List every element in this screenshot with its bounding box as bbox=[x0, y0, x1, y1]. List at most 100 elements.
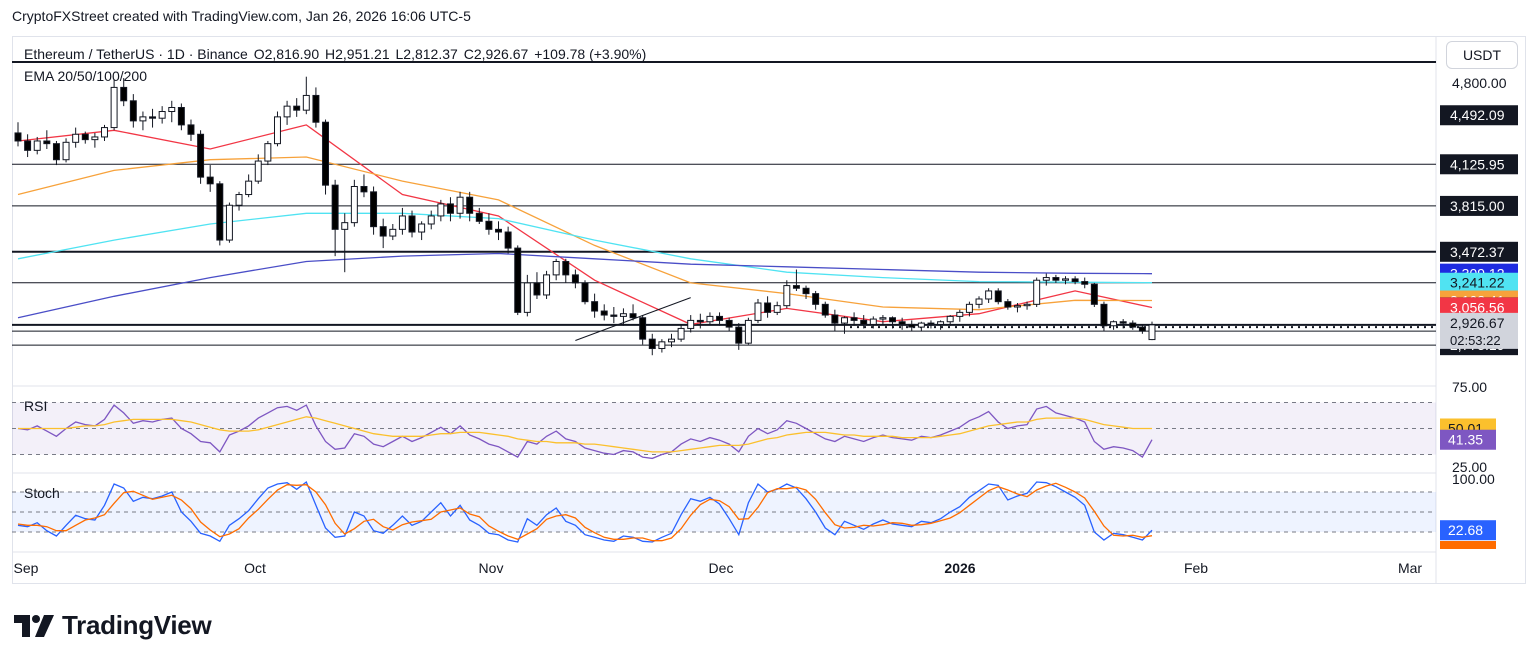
candle-body bbox=[206, 176, 214, 185]
candle-body bbox=[466, 196, 474, 214]
candle-body bbox=[293, 105, 301, 111]
candle-body bbox=[1110, 321, 1118, 327]
candle-body bbox=[110, 86, 118, 129]
candle-body bbox=[264, 143, 272, 162]
tradingview-logo-icon bbox=[14, 614, 54, 637]
candle-body bbox=[879, 317, 887, 320]
candle-body bbox=[965, 303, 973, 313]
candle-body bbox=[225, 204, 233, 241]
stoch-series-line bbox=[17, 480, 1153, 543]
ema-line bbox=[17, 156, 1153, 311]
candle-body bbox=[437, 203, 445, 217]
time-axis-label: Oct bbox=[244, 560, 266, 576]
price-label-bg bbox=[1440, 297, 1518, 318]
candle-body bbox=[831, 314, 839, 324]
candle-body bbox=[360, 185, 368, 193]
time-axis-label: Sep bbox=[14, 560, 39, 576]
candle-body bbox=[533, 282, 541, 296]
stoch-d-value-bg bbox=[1440, 541, 1496, 549]
candle-body bbox=[322, 121, 330, 186]
price-label: 3,472.37 bbox=[1440, 241, 1518, 262]
price-label: 4,492.09 bbox=[1440, 105, 1518, 126]
candle-body bbox=[52, 143, 60, 161]
candle-body bbox=[619, 313, 627, 317]
candle-body bbox=[744, 319, 752, 344]
price-label: 3,056.56 bbox=[1440, 297, 1518, 318]
currency-button[interactable]: USDT bbox=[1446, 41, 1518, 69]
price-label-bg bbox=[1440, 105, 1518, 126]
candle-body bbox=[33, 140, 41, 151]
candle-body bbox=[821, 303, 829, 316]
legend-high: H2,951.21 bbox=[325, 46, 390, 62]
price-label-bg bbox=[1440, 154, 1518, 175]
candle-body bbox=[773, 305, 781, 313]
time-axis-label: Dec bbox=[709, 560, 734, 576]
candle-body bbox=[840, 317, 848, 324]
candle-body bbox=[129, 100, 137, 122]
candle-body bbox=[101, 127, 108, 138]
price-label-text: 4,492.09 bbox=[1450, 107, 1505, 123]
tradingview-logo-text: TradingView bbox=[62, 610, 212, 640]
candle-body bbox=[658, 341, 666, 350]
candle-body bbox=[91, 136, 99, 141]
candle-body bbox=[610, 314, 618, 317]
candle-body bbox=[504, 231, 512, 249]
candle-body bbox=[1013, 305, 1021, 308]
rsi-tick-top: 75.00 bbox=[1452, 379, 1487, 395]
time-axis-label: 2026 bbox=[944, 560, 975, 576]
candle-body bbox=[72, 133, 80, 143]
candle-body bbox=[14, 132, 22, 142]
candle-body bbox=[523, 282, 531, 313]
price-label: 3,241.22 bbox=[1440, 272, 1518, 293]
candle-body bbox=[735, 326, 743, 344]
price-label-text: 3,472.37 bbox=[1450, 244, 1505, 260]
candle-body bbox=[331, 184, 339, 230]
candle-body bbox=[254, 160, 262, 182]
stoch-legend[interactable]: Stoch bbox=[24, 485, 60, 501]
candle-body bbox=[956, 311, 964, 317]
current-price-text: 2,926.67 bbox=[1450, 315, 1505, 331]
candle-body bbox=[600, 310, 608, 316]
candle-body bbox=[898, 321, 906, 325]
symbol-name[interactable]: Ethereum / TetherUS · 1D · Binance bbox=[24, 46, 248, 62]
candle-body bbox=[985, 290, 993, 300]
time-axis-label: Mar bbox=[1398, 560, 1422, 576]
legend-open: O2,816.90 bbox=[253, 46, 320, 62]
candle-body bbox=[177, 106, 185, 126]
candle-body bbox=[245, 180, 253, 196]
price-label-bg bbox=[1440, 241, 1518, 262]
ema-legend[interactable]: EMA 20/50/100/200 bbox=[24, 68, 147, 84]
candle-body bbox=[149, 116, 157, 119]
candle-body bbox=[716, 315, 724, 321]
symbol-legend: Ethereum / TetherUS · 1D · Binance O2,81… bbox=[24, 46, 648, 62]
countdown-text: 02:53:22 bbox=[1450, 333, 1501, 348]
candle-body bbox=[273, 116, 281, 145]
candle-body bbox=[1071, 278, 1079, 283]
candle-body bbox=[1033, 279, 1041, 305]
tradingview-logo[interactable]: TradingView bbox=[14, 610, 212, 641]
rsi-tick-bottom: 25.00 bbox=[1452, 459, 1487, 475]
candle-body bbox=[668, 338, 675, 343]
candle-body bbox=[917, 322, 925, 328]
candle-body bbox=[408, 215, 416, 233]
candle-body bbox=[1138, 326, 1146, 332]
candle-body bbox=[764, 302, 772, 313]
candle-body bbox=[754, 302, 762, 321]
rsi-legend[interactable]: RSI bbox=[24, 398, 48, 414]
legend-close: C2,926.67 bbox=[463, 46, 529, 62]
time-axis-label: Nov bbox=[479, 560, 504, 576]
candle-body bbox=[235, 194, 243, 206]
price-label-text: 3,241.22 bbox=[1450, 275, 1505, 291]
price-label: 4,125.95 bbox=[1440, 154, 1518, 175]
price-label-bg bbox=[1440, 195, 1518, 216]
candle-body bbox=[1004, 301, 1012, 308]
rsi-value-bg bbox=[1440, 429, 1496, 450]
candle-body bbox=[514, 247, 522, 313]
ema-line bbox=[17, 124, 1153, 326]
price-label-text: 3,815.00 bbox=[1450, 198, 1505, 214]
candle-body bbox=[446, 203, 454, 214]
candle-body bbox=[341, 222, 349, 230]
rsi-series-line bbox=[18, 416, 1152, 453]
rsi-series-line bbox=[17, 404, 1153, 460]
